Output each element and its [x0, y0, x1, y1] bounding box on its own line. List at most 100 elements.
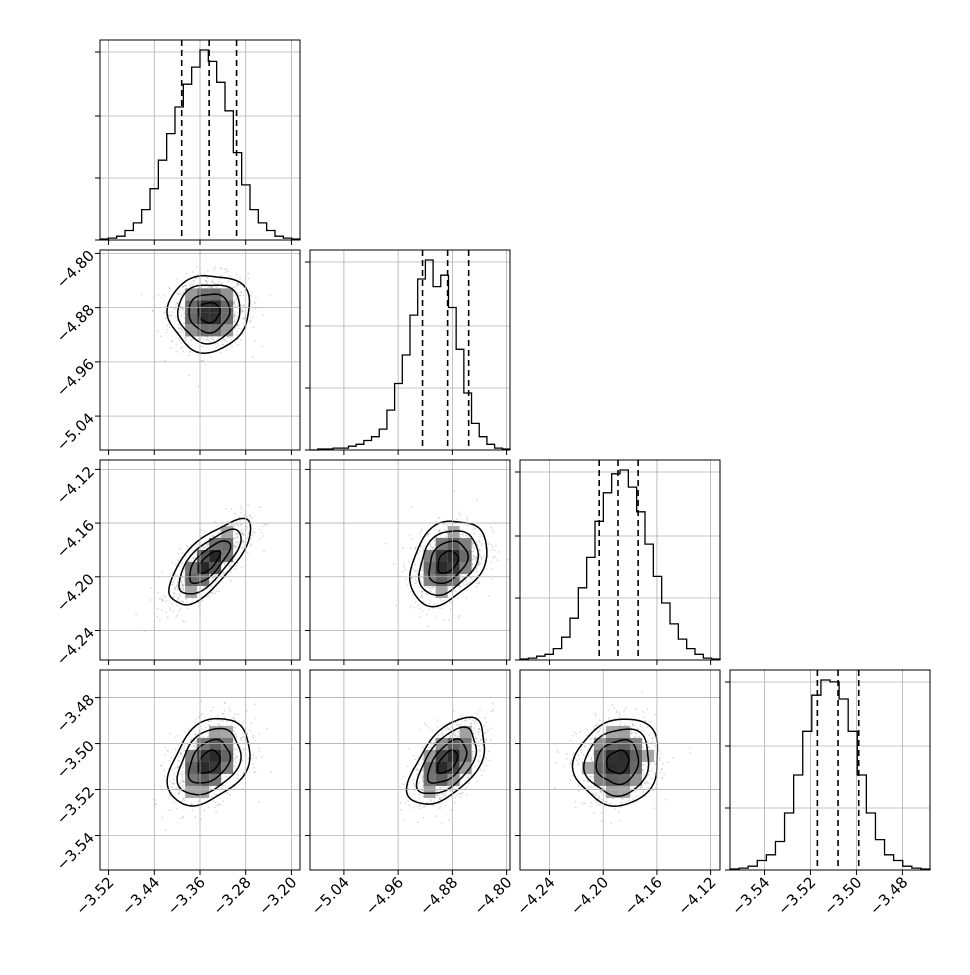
scatter-point	[414, 570, 416, 572]
scatter-point	[171, 769, 173, 771]
scatter-point	[490, 728, 492, 730]
scatter-point	[215, 802, 217, 804]
scatter-point	[450, 727, 452, 729]
scatter-point	[429, 548, 431, 550]
scatter-point	[485, 568, 487, 570]
scatter-point	[183, 312, 185, 314]
density-cell	[436, 586, 448, 598]
scatter-point	[219, 278, 221, 280]
scatter-point	[183, 580, 185, 582]
scatter-point	[180, 305, 182, 307]
scatter-point	[171, 603, 173, 605]
scatter-point	[236, 542, 238, 544]
scatter-point	[166, 329, 168, 331]
scatter-point	[226, 349, 228, 351]
scatter-point	[165, 829, 167, 831]
scatter-point	[242, 760, 244, 762]
scatter-point	[428, 586, 430, 588]
scatter-point	[178, 339, 180, 341]
scatter-point	[230, 275, 232, 277]
scatter-point	[135, 613, 137, 615]
scatter-point	[182, 286, 184, 288]
scatter-point	[466, 794, 468, 796]
scatter-point	[231, 508, 233, 510]
scatter-point	[455, 722, 457, 724]
scatter-point	[448, 786, 450, 788]
scatter-point	[632, 798, 634, 800]
scatter-point	[461, 534, 463, 536]
scatter-point	[184, 285, 186, 287]
scatter-point	[235, 748, 237, 750]
scatter-point	[487, 729, 489, 731]
scatter-point	[258, 733, 260, 735]
scatter-point	[479, 755, 481, 757]
scatter-point	[416, 769, 418, 771]
scatter-point	[211, 796, 213, 798]
scatter-point	[235, 568, 237, 570]
scatter-point	[236, 285, 238, 287]
scatter-point	[258, 801, 260, 803]
scatter-point	[216, 287, 218, 289]
pair-panel-2-1-frame	[310, 460, 510, 660]
hist-panel-2	[515, 460, 720, 665]
scatter-point	[444, 795, 446, 797]
scatter-point	[195, 733, 197, 735]
scatter-point	[220, 352, 222, 354]
scatter-point	[239, 520, 241, 522]
scatter-point	[218, 590, 220, 592]
scatter-point	[155, 799, 157, 801]
scatter-point	[165, 596, 167, 598]
scatter-point	[237, 324, 239, 326]
scatter-point	[403, 783, 405, 785]
scatter-point	[472, 563, 474, 565]
scatter-point	[409, 534, 411, 536]
scatter-point	[417, 806, 419, 808]
scatter-point	[476, 586, 478, 588]
scatter-point	[163, 769, 165, 771]
scatter-point	[176, 614, 178, 616]
density-cell	[448, 538, 460, 550]
scatter-point	[453, 734, 455, 736]
scatter-point	[443, 619, 445, 621]
scatter-point	[491, 549, 493, 551]
pair-panel-2-0	[95, 460, 300, 665]
scatter-point	[427, 625, 429, 627]
scatter-point	[441, 822, 443, 824]
scatter-point	[167, 616, 169, 618]
pair-panel-2-1	[305, 460, 510, 665]
scatter-point	[184, 337, 186, 339]
scatter-point	[195, 718, 197, 720]
scatter-point	[251, 722, 253, 724]
scatter-point	[469, 719, 471, 721]
scatter-point	[170, 757, 172, 759]
scatter-point	[441, 734, 443, 736]
scatter-point	[176, 351, 178, 353]
scatter-point	[467, 525, 469, 527]
scatter-point	[474, 559, 476, 561]
pair-panel-3-1	[305, 670, 510, 875]
scatter-point	[474, 765, 476, 767]
scatter-point	[181, 342, 183, 344]
scatter-point	[476, 499, 478, 501]
scatter-point	[202, 346, 204, 348]
scatter-point	[484, 732, 486, 734]
scatter-point	[172, 610, 174, 612]
scatter-point	[218, 345, 220, 347]
scatter-point	[444, 787, 446, 789]
scatter-point	[176, 808, 178, 810]
scatter-point	[492, 547, 494, 549]
scatter-point	[178, 610, 180, 612]
scatter-point	[430, 746, 432, 748]
density-cell	[197, 324, 209, 336]
scatter-point	[214, 269, 216, 271]
scatter-point	[408, 561, 410, 563]
scatter-point	[222, 800, 224, 802]
scatter-point	[437, 726, 439, 728]
scatter-point	[458, 617, 460, 619]
scatter-point	[441, 787, 443, 789]
scatter-point	[239, 277, 241, 279]
scatter-point	[250, 538, 252, 540]
scatter-point	[247, 516, 249, 518]
scatter-point	[172, 311, 174, 313]
scatter-point	[581, 752, 583, 754]
